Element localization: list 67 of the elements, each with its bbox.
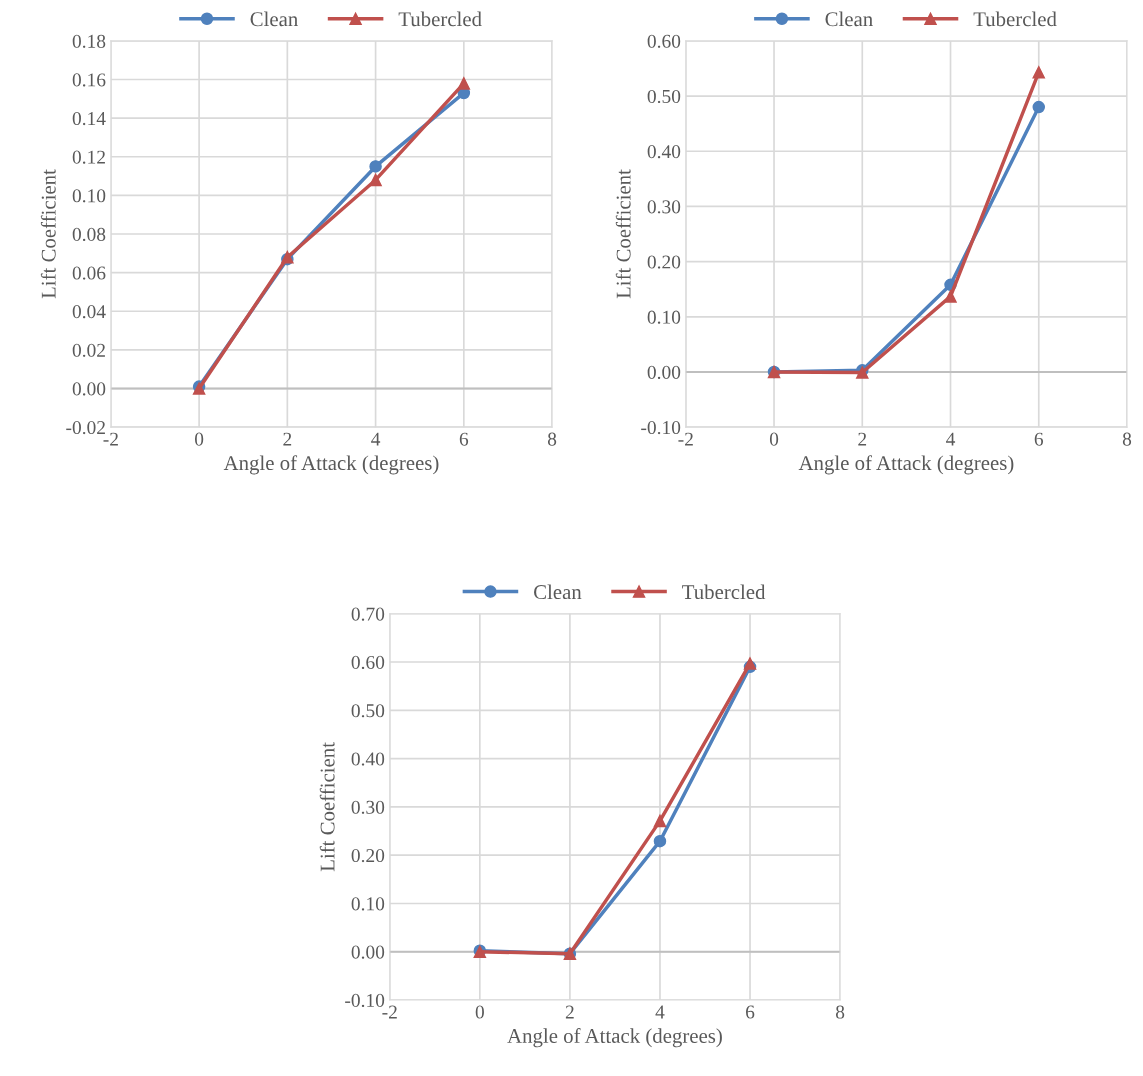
x-tick-label: 4 bbox=[946, 432, 956, 446]
y-tick-label: 0.40 bbox=[647, 145, 681, 159]
y-tick-label: -0.02 bbox=[66, 420, 105, 435]
x-tick-label: 6 bbox=[1034, 432, 1044, 446]
y-tick-label: 0.20 bbox=[647, 255, 681, 269]
point bbox=[369, 160, 382, 173]
x-axis-title: Angle of Attack (degrees) bbox=[223, 455, 439, 475]
y-tick-label: 0.06 bbox=[72, 266, 106, 280]
point bbox=[1032, 100, 1046, 114]
x-tick-label: 2 bbox=[283, 432, 292, 446]
point bbox=[1032, 66, 1046, 79]
point bbox=[653, 814, 667, 828]
y-tick-label: 0.08 bbox=[72, 227, 106, 242]
x-tick-label: 6 bbox=[746, 1005, 755, 1019]
x-tick-label: -2 bbox=[678, 432, 693, 446]
y-tick-label: -0.10 bbox=[345, 993, 385, 1008]
x-tick-label: 0 bbox=[475, 1005, 484, 1019]
x-axis-title: Angle of Attack (degrees) bbox=[507, 1028, 722, 1048]
x-tick-label: 4 bbox=[371, 432, 381, 446]
y-tick-label: 0.50 bbox=[647, 89, 681, 104]
x-tick-label: 8 bbox=[835, 1005, 845, 1019]
y-tick-label: 0.18 bbox=[72, 34, 106, 48]
y-tick-label: 0.40 bbox=[351, 752, 385, 766]
x-tick-label: 2 bbox=[858, 432, 867, 446]
point bbox=[369, 173, 382, 187]
y-axis-title: Lift Coefficient bbox=[40, 169, 56, 299]
legend-label: Clean bbox=[825, 11, 873, 27]
legend-label: Clean bbox=[250, 11, 298, 27]
point bbox=[743, 657, 757, 670]
y-tick-label: 0.02 bbox=[72, 343, 105, 357]
x-tick-label: -2 bbox=[382, 1005, 397, 1019]
point bbox=[944, 290, 957, 303]
y-tick-label: 0.60 bbox=[351, 655, 385, 670]
y-tick-label: 0.30 bbox=[647, 200, 681, 214]
y-tick-label: -0.10 bbox=[641, 420, 681, 435]
y-tick-label: 0.10 bbox=[72, 189, 106, 203]
y-tick-label: 0.00 bbox=[647, 365, 681, 380]
x-tick-label: 6 bbox=[459, 432, 469, 446]
y-tick-label: 0.20 bbox=[351, 848, 385, 863]
legend-label: Clean bbox=[534, 584, 582, 600]
x-tick-label: 8 bbox=[1122, 432, 1132, 446]
y-tick-label: 0.00 bbox=[72, 382, 106, 396]
x-tick-label: 4 bbox=[655, 1005, 665, 1019]
x-tick-label: 2 bbox=[565, 1005, 574, 1019]
y-tick-label: 0.70 bbox=[351, 607, 385, 621]
legend-label: Tubercled bbox=[973, 11, 1057, 27]
y-tick-label: 0.00 bbox=[351, 945, 385, 959]
y-tick-label: 0.50 bbox=[351, 704, 385, 718]
point bbox=[457, 77, 471, 90]
legend-label: Tubercled bbox=[398, 11, 482, 27]
x-tick-label: -2 bbox=[103, 432, 118, 446]
y-tick-label: 0.30 bbox=[351, 800, 385, 814]
y-tick-label: 0.10 bbox=[647, 310, 681, 324]
y-axis-title: Lift Coefficient bbox=[319, 742, 335, 872]
y-tick-label: 0.10 bbox=[351, 897, 385, 911]
x-axis-title: Angle of Attack (degrees) bbox=[798, 455, 1014, 475]
x-tick-label: 0 bbox=[194, 432, 204, 446]
x-tick-label: 8 bbox=[547, 432, 557, 446]
y-tick-label: 0.14 bbox=[72, 111, 106, 126]
y-tick-label: 0.60 bbox=[647, 34, 681, 48]
point bbox=[653, 834, 667, 848]
y-axis-title: Lift Coefficient bbox=[615, 169, 631, 299]
x-tick-label: 0 bbox=[769, 432, 779, 446]
y-tick-label: 0.16 bbox=[72, 73, 106, 87]
y-tick-label: 0.12 bbox=[72, 150, 105, 164]
legend-label: Tubercled bbox=[682, 584, 766, 600]
y-tick-label: 0.04 bbox=[72, 305, 106, 319]
